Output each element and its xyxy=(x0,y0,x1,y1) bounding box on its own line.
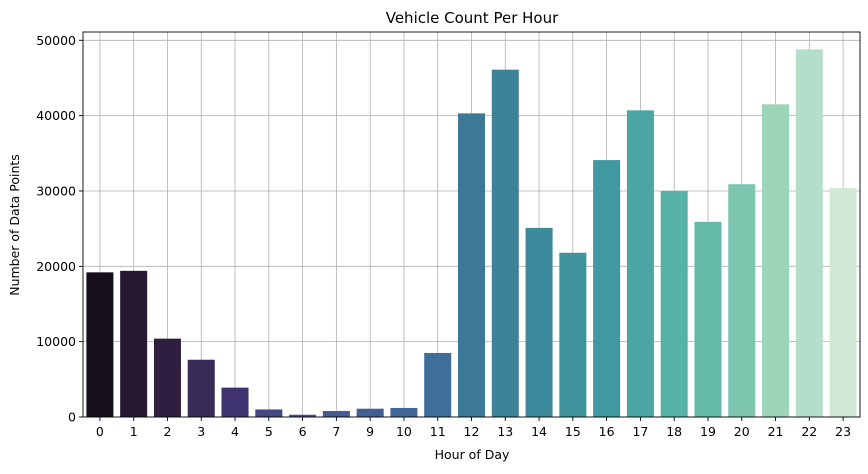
bar-hour-12 xyxy=(457,113,486,417)
x-tick-label: 4 xyxy=(231,424,239,439)
bar-hour-18 xyxy=(660,190,688,417)
y-tick-label: 0 xyxy=(68,410,76,425)
bar-hour-10 xyxy=(390,407,418,417)
bar-hour-16 xyxy=(593,160,621,417)
bar-hour-22 xyxy=(795,49,823,417)
bar-hour-2 xyxy=(153,338,181,417)
y-tick-label: 30000 xyxy=(36,183,76,198)
bar-hour-23 xyxy=(829,187,857,417)
bar-hour-7 xyxy=(322,410,350,417)
y-tick-label: 40000 xyxy=(36,108,76,123)
x-tick-label: 18 xyxy=(666,424,682,439)
x-tick-label: 21 xyxy=(768,424,784,439)
bar-hour-5 xyxy=(255,409,283,417)
bar-hour-11 xyxy=(424,352,452,417)
x-tick-label: 19 xyxy=(700,424,716,439)
x-tick-label: 13 xyxy=(497,424,513,439)
y-tick-label: 20000 xyxy=(36,259,76,274)
bar-hour-17 xyxy=(626,110,654,417)
x-tick-label: 10 xyxy=(396,424,412,439)
bar-hour-13 xyxy=(491,69,519,417)
x-axis-label: Hour of Day xyxy=(435,447,510,462)
x-tick-label: 0 xyxy=(96,424,104,439)
chart-title: Vehicle Count Per Hour xyxy=(386,9,559,27)
x-tick-label: 5 xyxy=(265,424,273,439)
x-tick-label: 6 xyxy=(299,424,307,439)
x-tick-label: 11 xyxy=(430,424,446,439)
bar-hour-0 xyxy=(86,272,114,417)
x-tick-label: 15 xyxy=(565,424,581,439)
bar-hour-15 xyxy=(559,252,587,417)
bar-hour-3 xyxy=(187,359,215,417)
x-tick-label: 20 xyxy=(734,424,750,439)
x-tick-label: 22 xyxy=(801,424,817,439)
y-tick-label: 50000 xyxy=(36,33,76,48)
x-tick-label: 16 xyxy=(599,424,615,439)
x-tick-label: 1 xyxy=(130,424,138,439)
x-tick-label: 2 xyxy=(163,424,171,439)
x-tick-label: 14 xyxy=(531,424,547,439)
bar-hour-4 xyxy=(221,387,249,417)
x-tick-label: 23 xyxy=(835,424,851,439)
x-tick-label: 17 xyxy=(632,424,648,439)
x-tick-label: 3 xyxy=(197,424,205,439)
x-tick-label: 7 xyxy=(332,424,340,439)
bar-hour-21 xyxy=(762,104,790,417)
bar-hour-19 xyxy=(694,221,722,417)
y-axis-label: Number of Data Points xyxy=(7,154,22,296)
bar-hour-6 xyxy=(289,414,317,417)
bar-hour-20 xyxy=(728,184,756,417)
bar-hour-9 xyxy=(356,408,384,417)
y-tick-label: 10000 xyxy=(36,334,76,349)
x-tick-label: 9 xyxy=(366,424,374,439)
bar-hour-1 xyxy=(120,270,148,417)
bar-hour-14 xyxy=(525,227,553,417)
x-tick-label: 12 xyxy=(464,424,480,439)
